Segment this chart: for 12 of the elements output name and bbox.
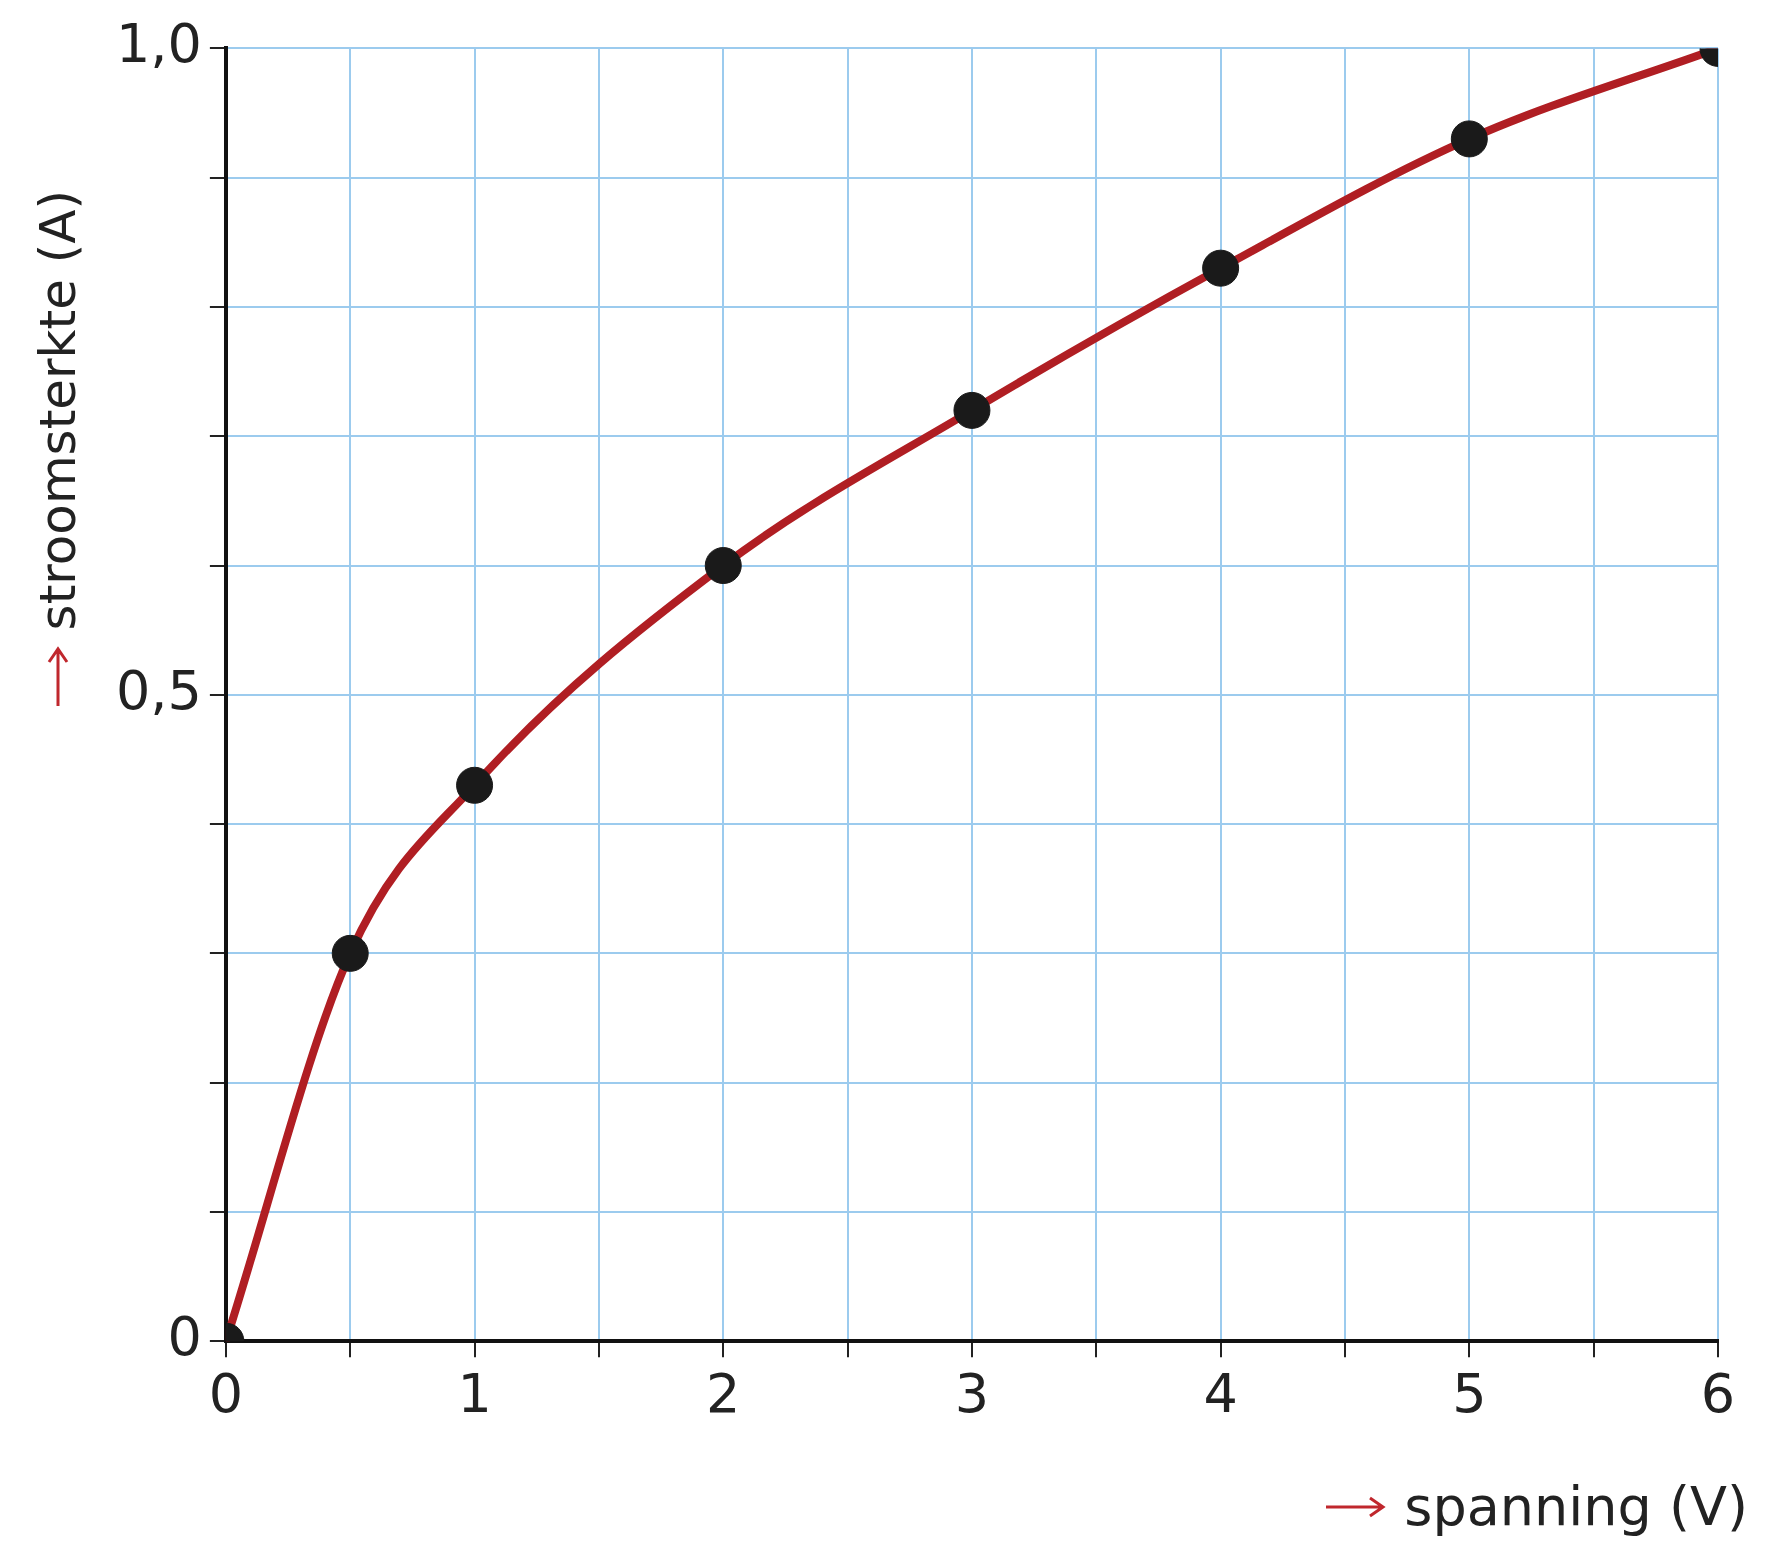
y-tick-label: 0 xyxy=(167,1305,202,1369)
x-tick-label: 1 xyxy=(457,1361,492,1425)
y-tick-label: 1,0 xyxy=(115,12,202,76)
x-tick-label: 3 xyxy=(954,1361,990,1425)
y-tick-label: 0,5 xyxy=(115,658,202,722)
x-axis-title: spanning (V) xyxy=(1404,1475,1748,1538)
x-tick-label: 5 xyxy=(1452,1361,1487,1425)
x-tick-label: 0 xyxy=(208,1361,244,1425)
x-tick-label: 4 xyxy=(1203,1361,1238,1425)
x-tick-label: 6 xyxy=(1700,1361,1736,1425)
x-tick-label: 2 xyxy=(706,1361,741,1425)
y-axis-title: stroomsterkte (A) xyxy=(29,189,87,630)
